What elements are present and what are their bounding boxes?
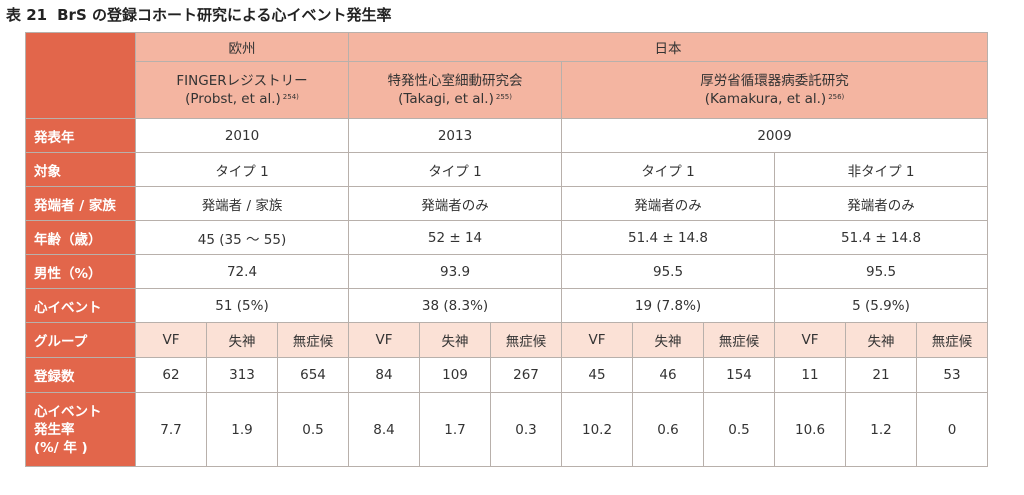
- study-header-row: FINGERレジストリー (Probst, et al.) 254) 特発性心室細…: [26, 61, 989, 119]
- study-name: 特発性心室細動研究会: [387, 73, 523, 89]
- events-cell: 51 (5%): [134, 288, 350, 323]
- group-cell: VF: [561, 322, 634, 358]
- year-cell: 2013: [348, 118, 563, 153]
- enrolled-cell: 654: [276, 357, 350, 393]
- rate-cell: 0.5: [703, 392, 776, 467]
- region-header-row: 欧州 日本: [25, 32, 989, 119]
- table-title: BrS の登録コホート研究による心イベント発生率: [57, 6, 392, 24]
- enrolled-cell: 109: [419, 357, 492, 393]
- study-ref: (Takagi, et al.) 255): [398, 91, 512, 107]
- enrolled-row: 登録数 62 313 654 84 109 267 45 46 154 11 2…: [25, 357, 989, 393]
- rate-cell: 0.5: [276, 392, 350, 467]
- study-ref-sup: 256): [828, 93, 845, 101]
- subject-cell: タイプ 1: [348, 152, 563, 187]
- group-cell: VF: [774, 322, 847, 358]
- rate-row: 心イベント 発生率 (%/ 年 ) 7.7 1.9 0.5 8.4 1.7 0.…: [25, 392, 989, 467]
- rate-cell: 0.3: [490, 392, 563, 467]
- study-header: 特発性心室細動研究会 (Takagi, et al.) 255): [348, 61, 563, 119]
- table-caption: 表 21 BrS の登録コホート研究による心イベント発生率: [6, 4, 392, 25]
- group-cell: 無症候: [276, 322, 350, 358]
- group-cell: VF: [348, 322, 421, 358]
- rate-cell: 10.6: [774, 392, 847, 467]
- proband-cell: 発端者 / 家族: [134, 186, 350, 221]
- events-cell: 5 (5.9%): [774, 288, 989, 323]
- row-label-rate: 心イベント 発生率 (%/ 年 ): [25, 392, 136, 467]
- rate-cell: 1.9: [206, 392, 278, 467]
- age-cell: 52 ± 14: [348, 220, 563, 255]
- enrolled-cell: 45: [561, 357, 634, 393]
- study-ref: (Probst, et al.) 254): [185, 91, 299, 107]
- enrolled-cell: 267: [490, 357, 563, 393]
- events-cell: 38 (8.3%): [348, 288, 563, 323]
- study-ref-sup: 254): [282, 93, 299, 101]
- subject-cell: 非タイプ 1: [774, 152, 989, 187]
- group-cell: 無症候: [916, 322, 989, 358]
- study-name: 厚労省循環器病委託研究: [700, 73, 849, 89]
- enrolled-cell: 154: [703, 357, 776, 393]
- study-ref-sup: 255): [495, 93, 512, 101]
- age-cell: 51.4 ± 14.8: [774, 220, 989, 255]
- table-number: 表 21: [6, 6, 48, 24]
- proband-cell: 発端者のみ: [561, 186, 776, 221]
- enrolled-cell: 46: [632, 357, 705, 393]
- rate-cell: 1.7: [419, 392, 492, 467]
- rate-cell: 8.4: [348, 392, 421, 467]
- row-label-age: 年齢（歳）: [25, 220, 136, 255]
- cohort-table: 欧州 日本 FINGERレジストリー (Probst, et al.) 254) …: [25, 32, 989, 467]
- group-row: グループ VF 失神 無症候 VF 失神 無症候 VF 失神 無症候 VF 失神…: [25, 322, 989, 358]
- row-label-enrolled: 登録数: [25, 357, 136, 393]
- year-cell: 2009: [561, 118, 989, 153]
- subject-cell: タイプ 1: [134, 152, 350, 187]
- events-cell: 19 (7.8%): [561, 288, 776, 323]
- subject-row: 対象 タイプ 1 タイプ 1 タイプ 1 非タイプ 1: [25, 152, 989, 187]
- row-label-proband: 発端者 / 家族: [25, 186, 136, 221]
- enrolled-cell: 11: [774, 357, 847, 393]
- row-label-year: 発表年: [25, 118, 136, 153]
- rate-cell: 10.2: [561, 392, 634, 467]
- year-cell: 2010: [134, 118, 350, 153]
- study-ref: (Kamakura, et al.) 256): [704, 91, 845, 107]
- enrolled-cell: 21: [845, 357, 918, 393]
- year-row: 発表年 2010 2013 2009: [25, 118, 989, 153]
- proband-row: 発端者 / 家族 発端者 / 家族 発端者のみ 発端者のみ 発端者のみ: [25, 186, 989, 221]
- header-corner: [25, 32, 136, 119]
- row-label-subject: 対象: [25, 152, 136, 187]
- enrolled-cell: 84: [348, 357, 421, 393]
- study-name: FINGERレジストリー: [176, 73, 308, 89]
- male-cell: 72.4: [134, 254, 350, 289]
- region-japan: 日本: [348, 32, 989, 62]
- group-cell: 無症候: [703, 322, 776, 358]
- region-europe: 欧州: [134, 32, 350, 62]
- events-row: 心イベント 51 (5%) 38 (8.3%) 19 (7.8%) 5 (5.9…: [25, 288, 989, 323]
- enrolled-cell: 53: [916, 357, 989, 393]
- male-cell: 93.9: [348, 254, 563, 289]
- study-header: 厚労省循環器病委託研究 (Kamakura, et al.) 256): [561, 61, 989, 119]
- study-header: FINGERレジストリー (Probst, et al.) 254): [134, 61, 350, 119]
- proband-cell: 発端者のみ: [774, 186, 989, 221]
- group-cell: 失神: [206, 322, 278, 358]
- group-cell: 失神: [419, 322, 492, 358]
- rate-cell: 0: [916, 392, 989, 467]
- male-cell: 95.5: [561, 254, 776, 289]
- rate-cell: 7.7: [135, 392, 207, 467]
- male-cell: 95.5: [774, 254, 989, 289]
- enrolled-cell: 313: [206, 357, 278, 393]
- group-cell: 失神: [845, 322, 918, 358]
- group-cell: 失神: [632, 322, 705, 358]
- age-row: 年齢（歳） 45 (35 〜 55) 52 ± 14 51.4 ± 14.8 5…: [25, 220, 989, 255]
- rate-cell: 1.2: [845, 392, 918, 467]
- row-label-male: 男性（%）: [25, 254, 136, 289]
- proband-cell: 発端者のみ: [348, 186, 563, 221]
- subject-cell: タイプ 1: [561, 152, 776, 187]
- age-cell: 45 (35 〜 55): [134, 220, 350, 255]
- row-label-events: 心イベント: [25, 288, 136, 323]
- enrolled-cell: 62: [135, 357, 207, 393]
- male-row: 男性（%） 72.4 93.9 95.5 95.5: [25, 254, 989, 289]
- rate-cell: 0.6: [632, 392, 705, 467]
- group-cell: VF: [135, 322, 207, 358]
- row-label-group: グループ: [25, 322, 136, 358]
- group-cell: 無症候: [490, 322, 563, 358]
- age-cell: 51.4 ± 14.8: [561, 220, 776, 255]
